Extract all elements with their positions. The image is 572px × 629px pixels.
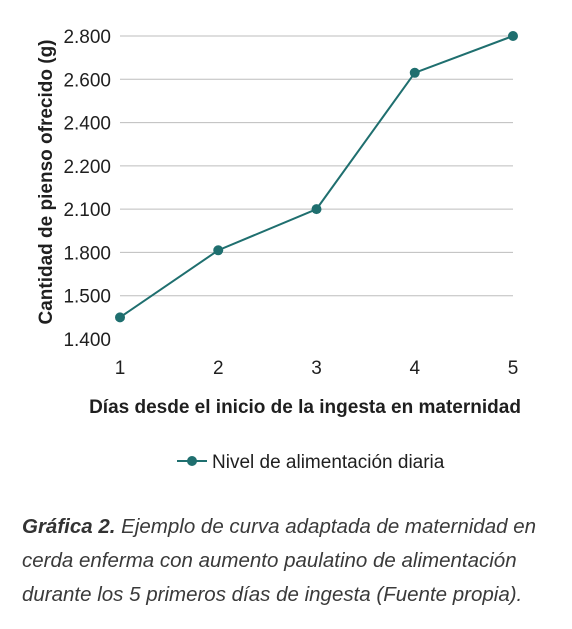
y-tick-label: 2.800 [63,27,111,48]
x-tick-label: 3 [311,358,322,379]
y-tick-label: 1.800 [63,243,111,264]
y-axis-title: Cantidad de pienso ofrecido (g) [36,39,57,324]
data-point [115,312,125,323]
grid-lines [120,35,513,297]
y-tick-label: 2.200 [63,157,111,178]
caption-label: Gráfica 2. [22,515,116,538]
data-point [508,31,518,41]
series-line [119,35,514,319]
legend-label: Nivel de alimentación diaria [212,452,445,473]
caption-text: Ejemplo de curva adaptada de maternidad … [22,515,536,606]
y-tick-label: 1.400 [63,330,111,351]
legend-dot-marker [187,456,197,466]
x-tick-label: 4 [409,358,420,379]
legend: Nivel de alimentación diaria [177,452,445,473]
series-group [115,31,518,323]
data-point [311,204,322,215]
x-tick-label: 2 [213,358,224,379]
figure-caption: Gráfica 2. Ejemplo de curva adaptada de … [22,510,562,612]
x-tick-label: 1 [115,358,126,379]
x-axis-title: Días desde el inicio de la ingesta en ma… [89,397,521,418]
y-tick-label: 2.100 [63,200,111,221]
x-tick-labels: 1 2 3 4 5 [115,358,519,379]
data-point [409,67,420,78]
data-point [213,245,224,256]
y-tick-label: 2.400 [63,114,111,135]
y-tick-labels: 1.400 1.500 1.800 2.100 2.200 2.400 2.600 2.800 [63,27,111,351]
line-chart: 1.400 1.500 1.800 2.100 2.200 2.400 2.600 2.800… [36,27,521,473]
y-tick-label: 1.500 [63,287,111,308]
y-tick-label: 2.600 [63,70,111,91]
x-tick-label: 5 [508,358,519,379]
